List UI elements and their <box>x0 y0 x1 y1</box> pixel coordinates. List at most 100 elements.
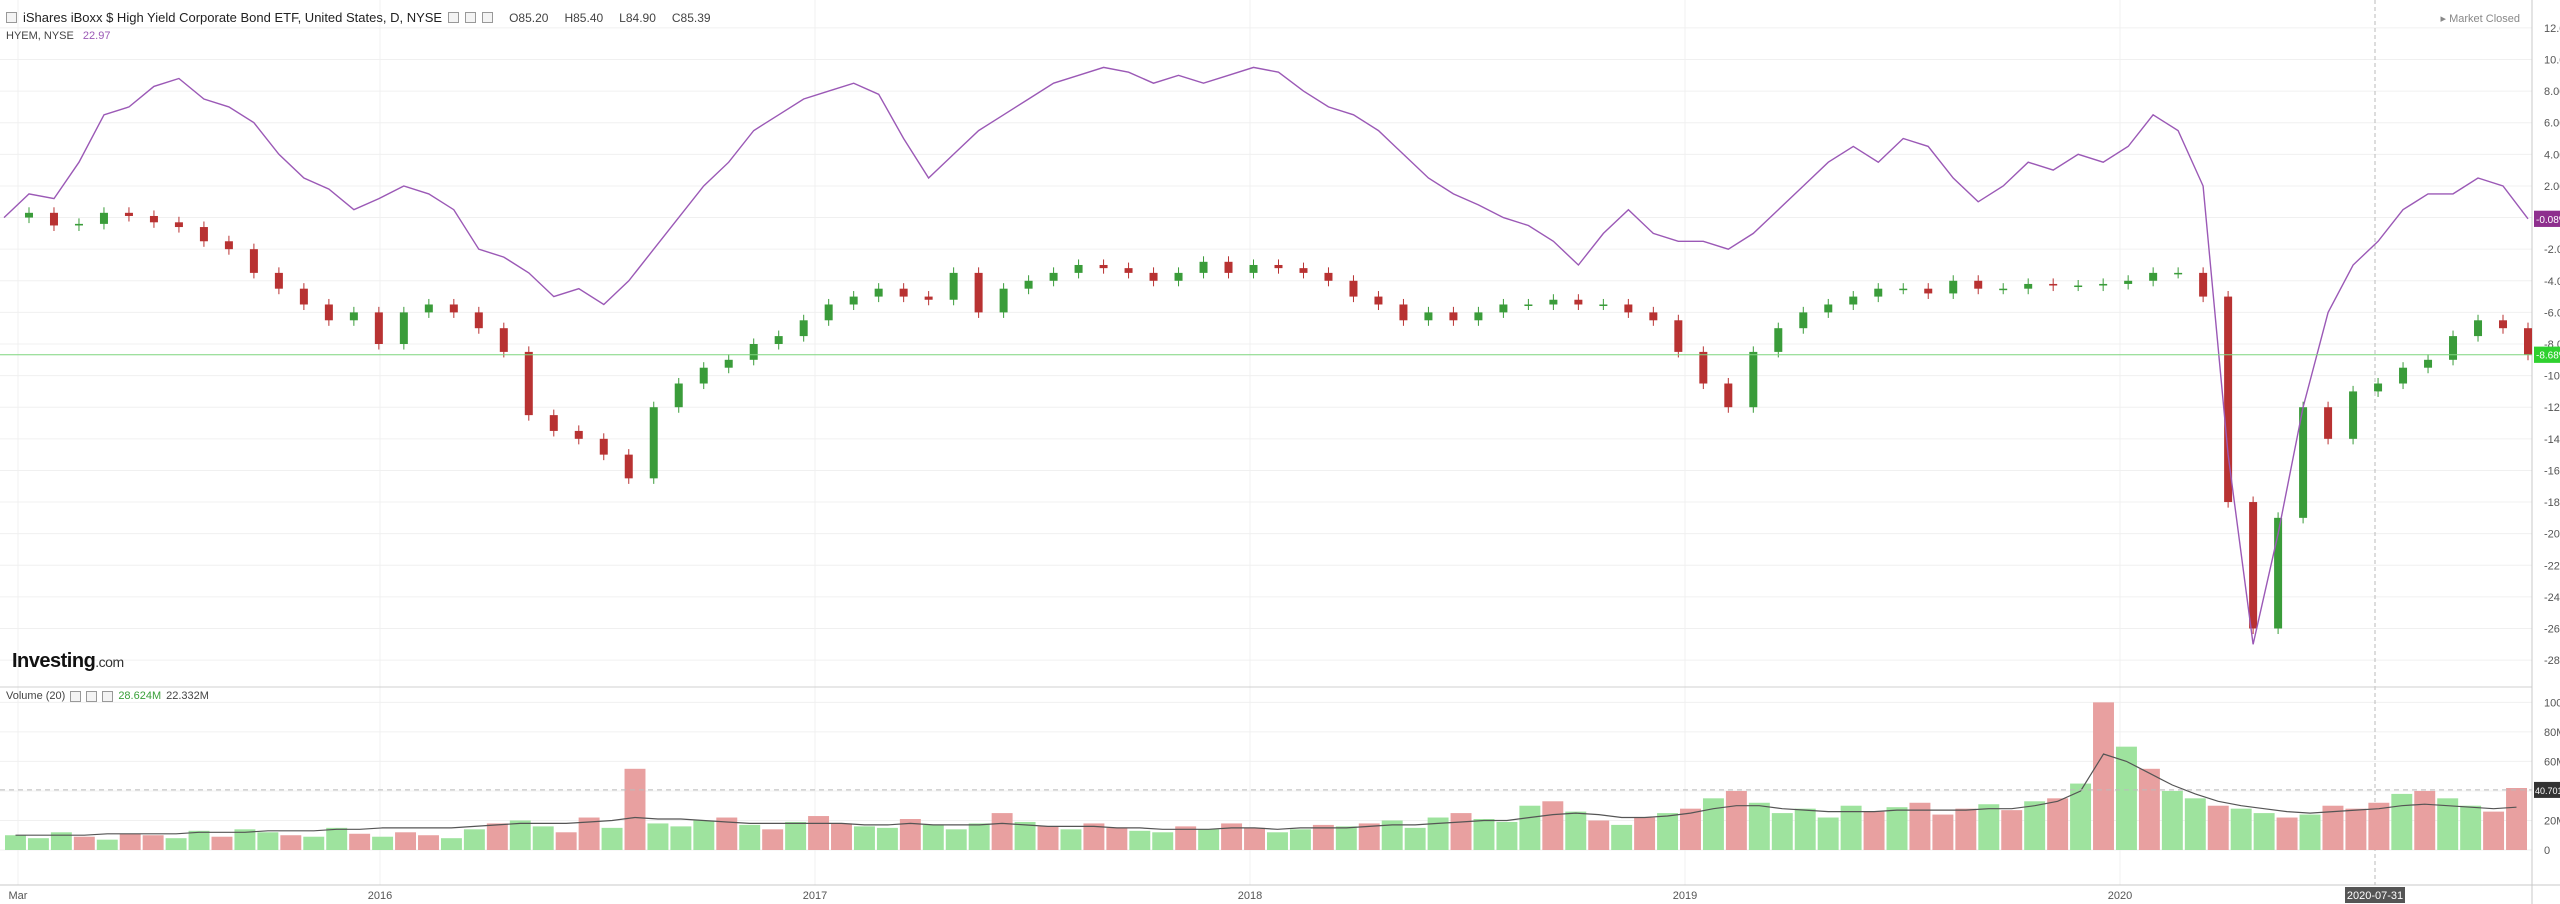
compare-value: 22.97 <box>82 30 111 42</box>
candle-body <box>2524 328 2532 355</box>
volume-bar <box>1267 832 1288 850</box>
volume-bar <box>165 838 187 850</box>
crosshair-date-box <box>2345 887 2405 903</box>
ohlc-close: C85.39 <box>671 10 711 25</box>
candle-body <box>1599 304 1608 306</box>
candle-body <box>324 304 333 321</box>
candle-body <box>699 367 708 384</box>
candle-body <box>2174 272 2183 275</box>
y-tick-label: 6.00% <box>2544 118 2560 130</box>
volume-bar <box>2368 802 2390 850</box>
volume-bar <box>1335 826 1357 850</box>
volume-hide-icon[interactable] <box>86 690 98 702</box>
volume-title[interactable]: Volume (20) <box>6 690 66 702</box>
value-tags: -0.08% -8.68% 40.701M <box>2534 210 2560 798</box>
candle-body <box>449 304 458 313</box>
candle-body <box>1574 299 1583 305</box>
candle-body <box>1874 288 1883 297</box>
volume-bar <box>1473 819 1495 850</box>
y-tick-label: -14.00% <box>2544 434 2560 446</box>
candle-body <box>1249 264 1258 273</box>
candle-body <box>2474 320 2483 337</box>
candle-body <box>574 430 583 439</box>
volume-bar <box>1702 798 1724 850</box>
settings-icon[interactable] <box>448 12 460 23</box>
y-tick-label: -12.00% <box>2544 402 2560 414</box>
candle-body <box>1299 268 1308 273</box>
volume-bar <box>2414 790 2436 850</box>
volume-bar <box>1863 811 1885 850</box>
candle-body <box>624 454 633 479</box>
volume-bar <box>395 832 417 850</box>
price-value-tag-box-fill <box>2534 346 2560 363</box>
volume-bar <box>188 830 210 850</box>
volume-bar <box>532 826 554 850</box>
candle-body <box>24 212 33 218</box>
collapse-icon[interactable] <box>6 12 17 23</box>
volume-bar <box>2115 746 2137 850</box>
volume-bar <box>1978 804 2000 850</box>
candle-body <box>174 222 183 228</box>
candle-body <box>2024 283 2033 289</box>
volume-bar <box>968 823 990 850</box>
candle-body <box>924 296 933 300</box>
candle-body <box>949 272 958 300</box>
candle-body <box>1149 272 1158 281</box>
volume-bar <box>486 823 508 850</box>
close-icon[interactable] <box>482 12 494 23</box>
hyem-line <box>3 66 2529 645</box>
volume-bar <box>1955 808 1977 850</box>
candle-body <box>1974 280 1983 289</box>
volume-bar <box>2230 808 2252 850</box>
candle-body <box>1849 296 1858 305</box>
candle-body <box>1024 280 1033 289</box>
volume-bar <box>2138 768 2160 850</box>
volume-bar <box>5 835 26 850</box>
candle-body <box>1174 272 1183 281</box>
hide-icon[interactable] <box>465 12 477 23</box>
volume-close-icon[interactable] <box>102 690 114 702</box>
volume-bar <box>1404 827 1426 850</box>
volume-bar <box>2047 798 2069 850</box>
volume-bar <box>1244 827 1265 850</box>
volume-bar <box>73 836 95 850</box>
volume-bar <box>2460 805 2482 850</box>
volume-bar <box>1771 813 1793 850</box>
volume-bar <box>2506 788 2527 850</box>
candle-body <box>799 320 808 337</box>
symbol-title[interactable]: iShares iBoxx $ High Yield Corporate Bon… <box>23 10 443 25</box>
volume-value-tag: 40.701M <box>2535 786 2560 796</box>
candle-body <box>199 227 208 242</box>
y-tick-label: -26.00% <box>2544 623 2560 635</box>
candle-body <box>1274 264 1283 269</box>
volume-y-tick-label: 60M <box>2544 756 2560 768</box>
volume-bar <box>234 829 256 850</box>
y-tick-label: -16.00% <box>2544 465 2560 477</box>
candle-body <box>899 288 908 297</box>
volume-bar <box>418 835 439 850</box>
candle-body <box>149 215 158 223</box>
volume-bar <box>1725 790 1747 850</box>
compare-symbol[interactable]: HYEM, NYSE <box>6 30 74 42</box>
crosshair-date-label: 2020-07-31 <box>2347 890 2403 902</box>
candle-body <box>1924 288 1933 294</box>
y-tick-label: -22.00% <box>2544 560 2560 572</box>
volume-bar <box>1312 824 1334 850</box>
candle-body <box>1774 328 1783 352</box>
candle-body <box>2199 272 2208 297</box>
volume-bars <box>5 702 2527 850</box>
volume-bar <box>808 816 830 850</box>
ohlc-high: H85.40 <box>564 10 604 25</box>
candle-body <box>599 438 608 455</box>
volume-ma-line <box>15 753 2517 836</box>
volume-bar <box>303 836 325 850</box>
volume-bar <box>624 768 646 850</box>
candle-body <box>274 272 283 289</box>
volume-bar <box>280 835 302 850</box>
volume-settings-icon[interactable] <box>70 690 82 702</box>
candle-body <box>1124 268 1133 273</box>
candle-body <box>649 407 658 479</box>
candle-body <box>249 249 258 273</box>
volume-bar <box>2391 793 2413 850</box>
